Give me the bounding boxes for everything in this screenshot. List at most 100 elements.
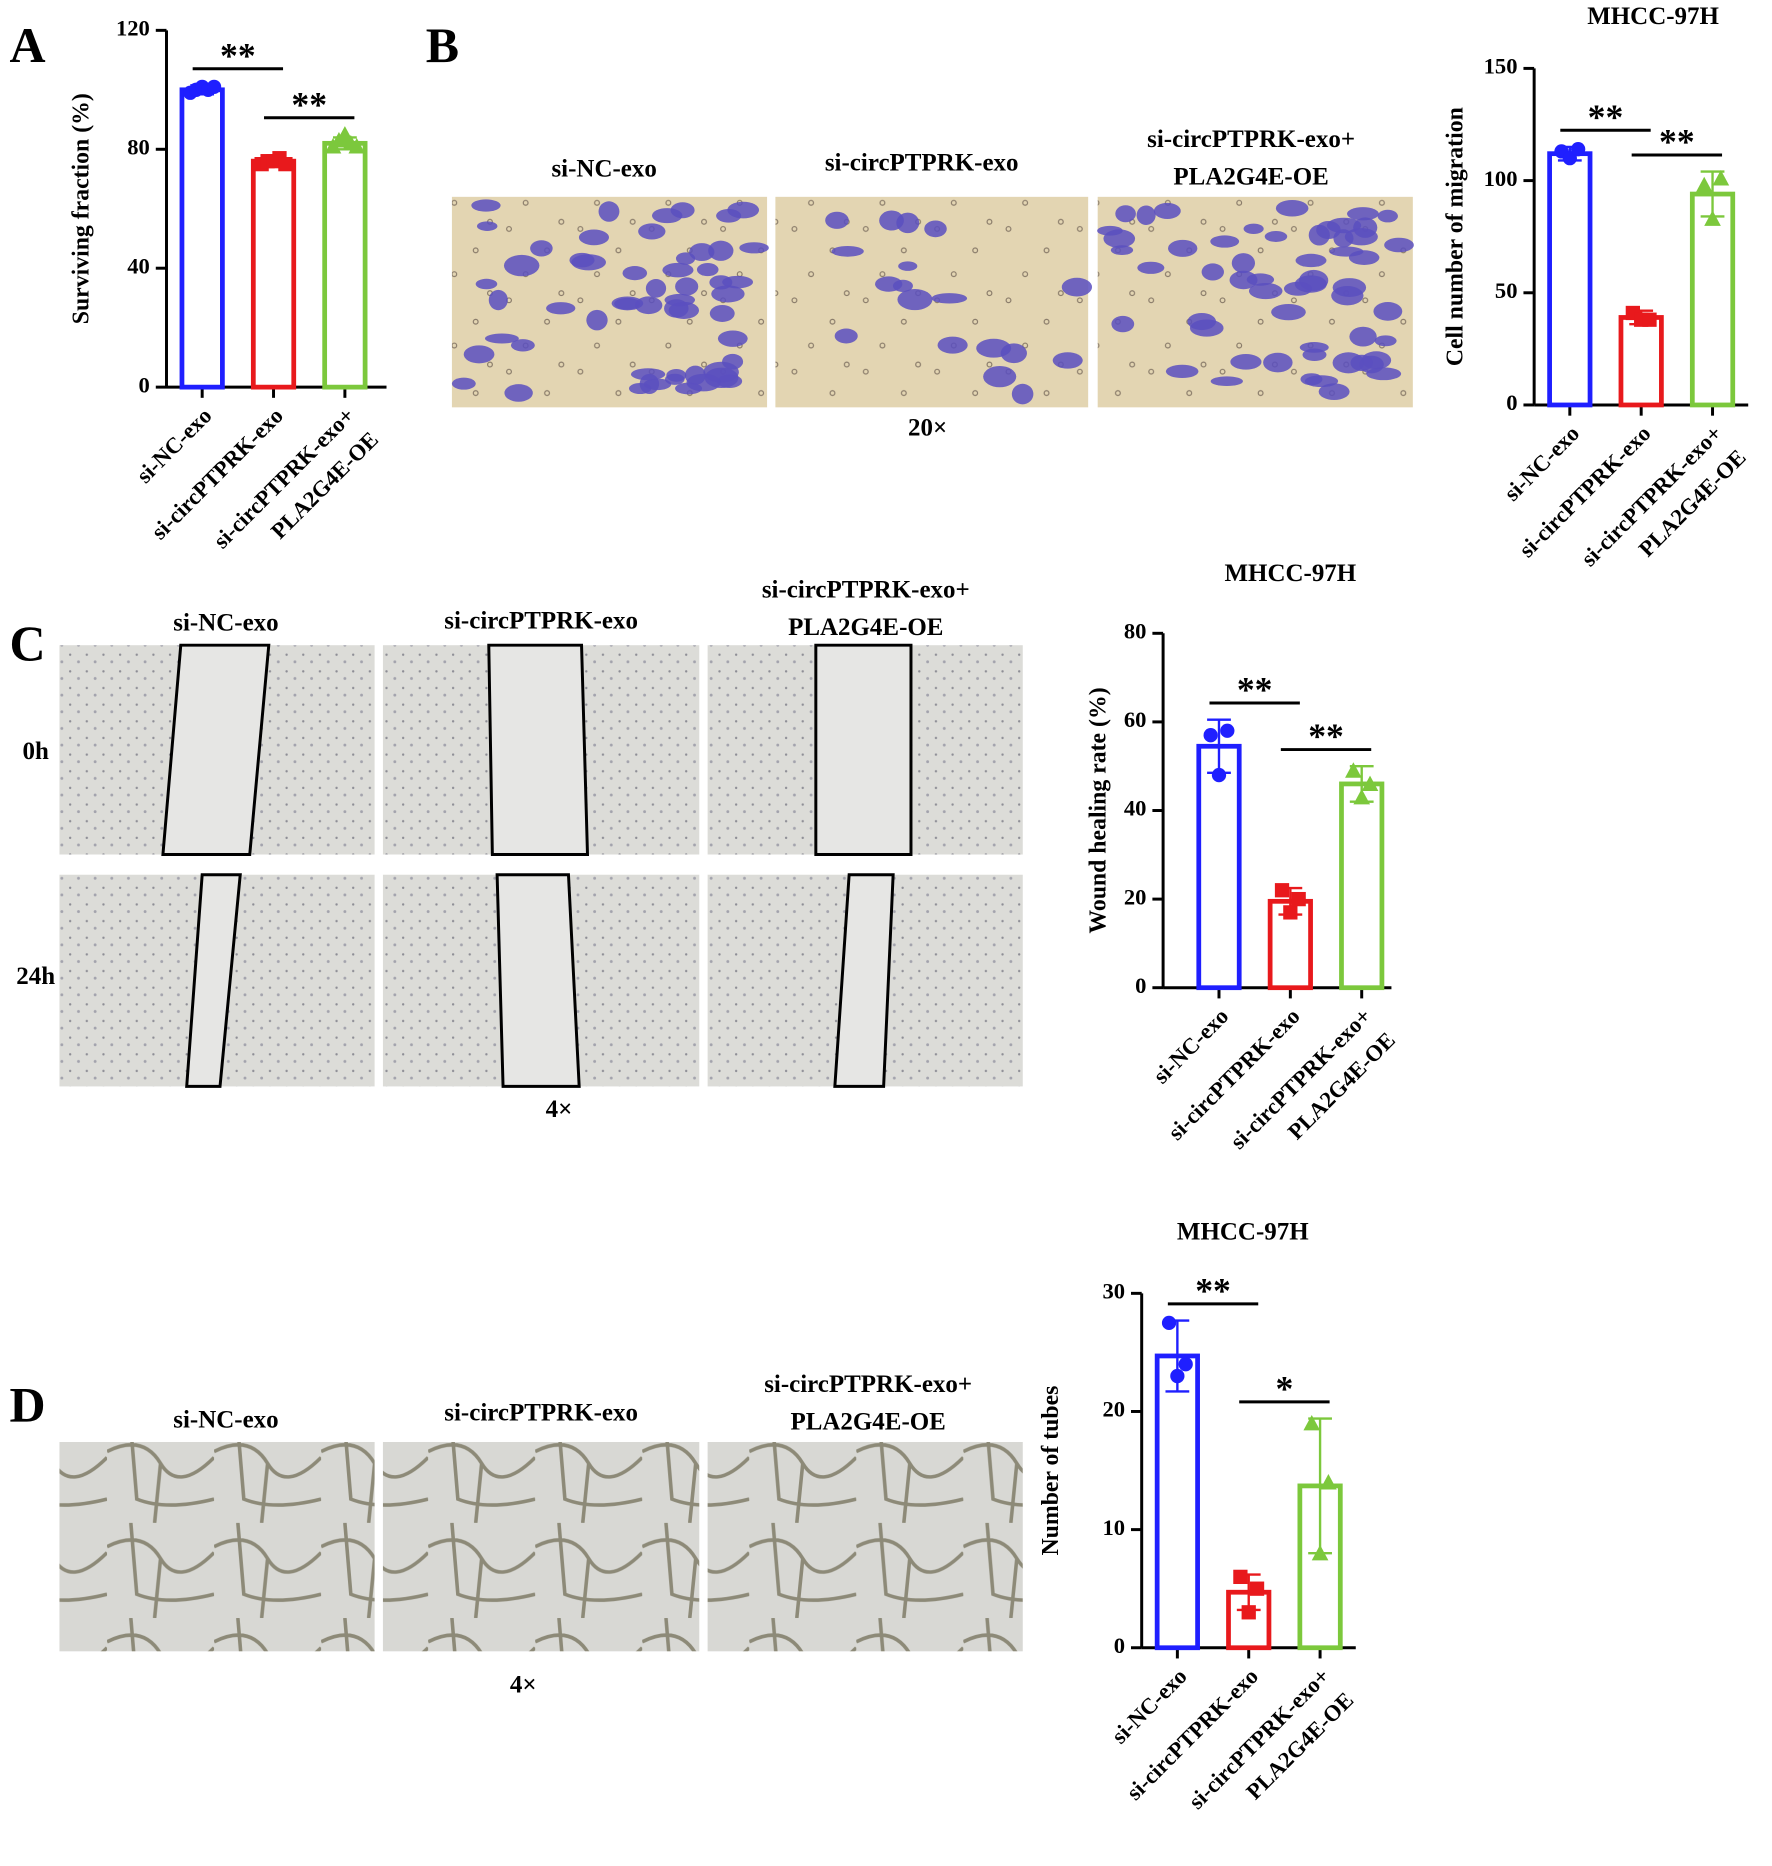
panel-letter: C (10, 615, 46, 671)
stained-cell (1377, 209, 1398, 223)
significance-label: * (1275, 1369, 1293, 1409)
data-point (1178, 1357, 1193, 1372)
stained-cell (504, 384, 533, 402)
stained-cell (1283, 281, 1313, 296)
x-tick-label: si-circPTPRK-exo (1514, 421, 1656, 563)
stained-cell (931, 293, 968, 304)
significance-label: ** (1659, 122, 1695, 162)
x-tick-label: si-circPTPRK-exo+PLA2G4E-OE (1184, 1663, 1359, 1838)
stained-cell (1052, 352, 1083, 369)
stained-cell (488, 289, 508, 311)
stained-cell (1275, 199, 1309, 217)
image-header: si-circPTPRK-exo+ PLA2G4E-OE (764, 1371, 972, 1435)
image-header: si-circPTPRK-exo (825, 149, 1019, 176)
data-point (1283, 905, 1298, 920)
significance-label: ** (1308, 716, 1344, 756)
data-point (1274, 883, 1290, 898)
stained-cell (476, 221, 498, 231)
stained-cell (1264, 231, 1288, 242)
stained-cell (1350, 354, 1373, 371)
data-point (348, 137, 366, 154)
x-tick-label: si-circPTPRK-exo (1163, 1003, 1305, 1145)
significance-label: ** (220, 35, 256, 75)
data-point (1345, 762, 1362, 778)
stained-cell (1271, 303, 1306, 321)
chart-title: MHCC-97H (1224, 560, 1356, 587)
stained-cell (569, 252, 595, 268)
stained-cell (503, 254, 540, 277)
stained-cell (875, 276, 903, 292)
stained-cell (1231, 253, 1256, 274)
y-axis-label: Wound healing rate (%) (1086, 687, 1112, 933)
significance-label: ** (291, 84, 327, 124)
stained-cell (1168, 239, 1198, 257)
x-tick-label: si-circPTPRK-exo (146, 403, 288, 545)
stained-cell (530, 240, 553, 257)
stained-cell (1137, 261, 1165, 274)
stained-cell (546, 302, 576, 315)
stained-cell (686, 373, 721, 392)
chart-title: MHCC-97H (1587, 3, 1719, 30)
stained-cell (471, 199, 501, 212)
stained-cell (668, 301, 700, 319)
stained-cell (1153, 202, 1181, 220)
stained-cell (696, 263, 719, 277)
data-point (1241, 1605, 1256, 1620)
stained-cell (630, 368, 666, 381)
data-point (1161, 1315, 1177, 1331)
magnification: 20× (908, 415, 947, 442)
bar (179, 87, 225, 390)
y-tick-label: 40 (1124, 796, 1147, 821)
data-point (1695, 176, 1713, 193)
image-header: si-circPTPRK-exo (444, 607, 638, 634)
data-point (1220, 723, 1235, 738)
bar (1689, 191, 1736, 408)
stained-cell (622, 266, 648, 281)
stained-cell (578, 229, 609, 246)
data-point (1320, 1474, 1337, 1490)
stained-cell (1248, 282, 1283, 300)
stained-cell (937, 336, 968, 354)
stained-cell (717, 330, 748, 347)
data-point (206, 79, 222, 94)
x-tick-label: si-circPTPRK-exo+PLA2G4E-OE (1576, 421, 1751, 596)
stained-cell (1061, 277, 1093, 297)
y-tick-label: 0 (1135, 973, 1146, 998)
stained-cell (825, 211, 849, 229)
stained-cell (983, 365, 1017, 388)
y-tick-label: 0 (1114, 1633, 1125, 1658)
micrograph (707, 1442, 1023, 1652)
stained-cell (1165, 364, 1199, 379)
data-point (1712, 170, 1730, 186)
stained-cell (1331, 286, 1364, 306)
stained-cell (510, 339, 535, 352)
stained-cell (1246, 273, 1275, 286)
stained-cell (645, 279, 667, 298)
stained-cell (586, 309, 608, 331)
data-point (1562, 151, 1577, 166)
data-point (1170, 1368, 1185, 1384)
stained-cell (924, 220, 947, 238)
stained-cell (1384, 237, 1414, 253)
y-tick-label: 80 (1124, 618, 1147, 643)
stained-cell (1302, 348, 1327, 362)
stained-cell (670, 202, 695, 219)
bar (1154, 1353, 1200, 1651)
data-point (1311, 1544, 1329, 1561)
y-tick-label: 120 (116, 16, 150, 41)
significance-label: ** (1195, 1271, 1231, 1311)
x-tick-label: si-circPTPRK-exo+PLA2G4E-OE (1225, 1003, 1400, 1178)
stained-cell (1329, 246, 1364, 257)
stained-cell (1210, 376, 1243, 387)
y-axis-label: Surviving fraction (%) (69, 93, 95, 324)
magnification: 4× (510, 1672, 537, 1699)
image-header: si-NC-exo (173, 610, 278, 637)
y-tick-label: 80 (127, 134, 150, 159)
data-point (1704, 210, 1721, 226)
stained-cell (451, 377, 476, 390)
wound-gaps (161, 643, 913, 1088)
magnification: 4× (546, 1096, 573, 1123)
stained-cell (664, 293, 695, 307)
stained-cell (662, 262, 694, 278)
